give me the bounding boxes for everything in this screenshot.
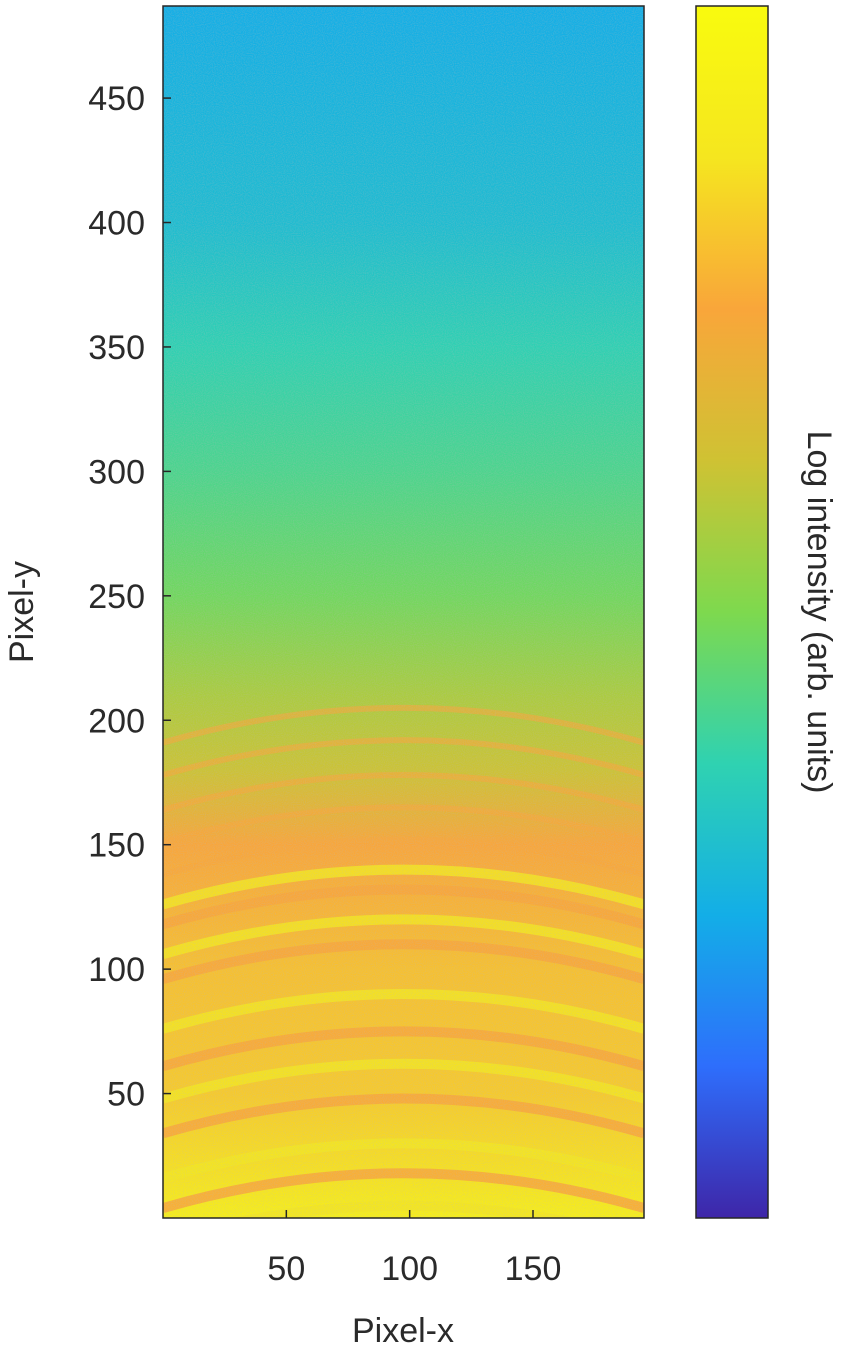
y-tick-label: 100 <box>88 951 145 989</box>
x-tick-label: 150 <box>505 1250 562 1288</box>
y-tick-label: 350 <box>88 329 145 367</box>
x-axis: 50 100 150 <box>267 1210 561 1288</box>
y-axis: 50 100 150 200 250 300 350 400 450 <box>88 80 171 1114</box>
x-tick-label: 100 <box>381 1250 438 1288</box>
x-tick-label: 50 <box>267 1250 305 1288</box>
y-tick-label: 450 <box>88 80 145 118</box>
y-tick-label: 50 <box>107 1076 145 1114</box>
plot-frame <box>162 5 645 1219</box>
y-tick-label: 400 <box>88 205 145 243</box>
colorbar-label: Log intensity (arb. units) <box>800 431 838 794</box>
speckle-noise <box>163 6 644 1218</box>
heatmap-plot <box>163 6 644 1218</box>
y-tick-label: 250 <box>88 578 145 616</box>
colorbar <box>695 5 769 1219</box>
y-tick-label: 150 <box>88 827 145 865</box>
x-axis-title: Pixel-x <box>352 1312 454 1350</box>
y-tick-label: 200 <box>88 702 145 740</box>
y-axis-title: Pixel-y <box>3 561 41 663</box>
y-tick-label: 300 <box>88 453 145 491</box>
